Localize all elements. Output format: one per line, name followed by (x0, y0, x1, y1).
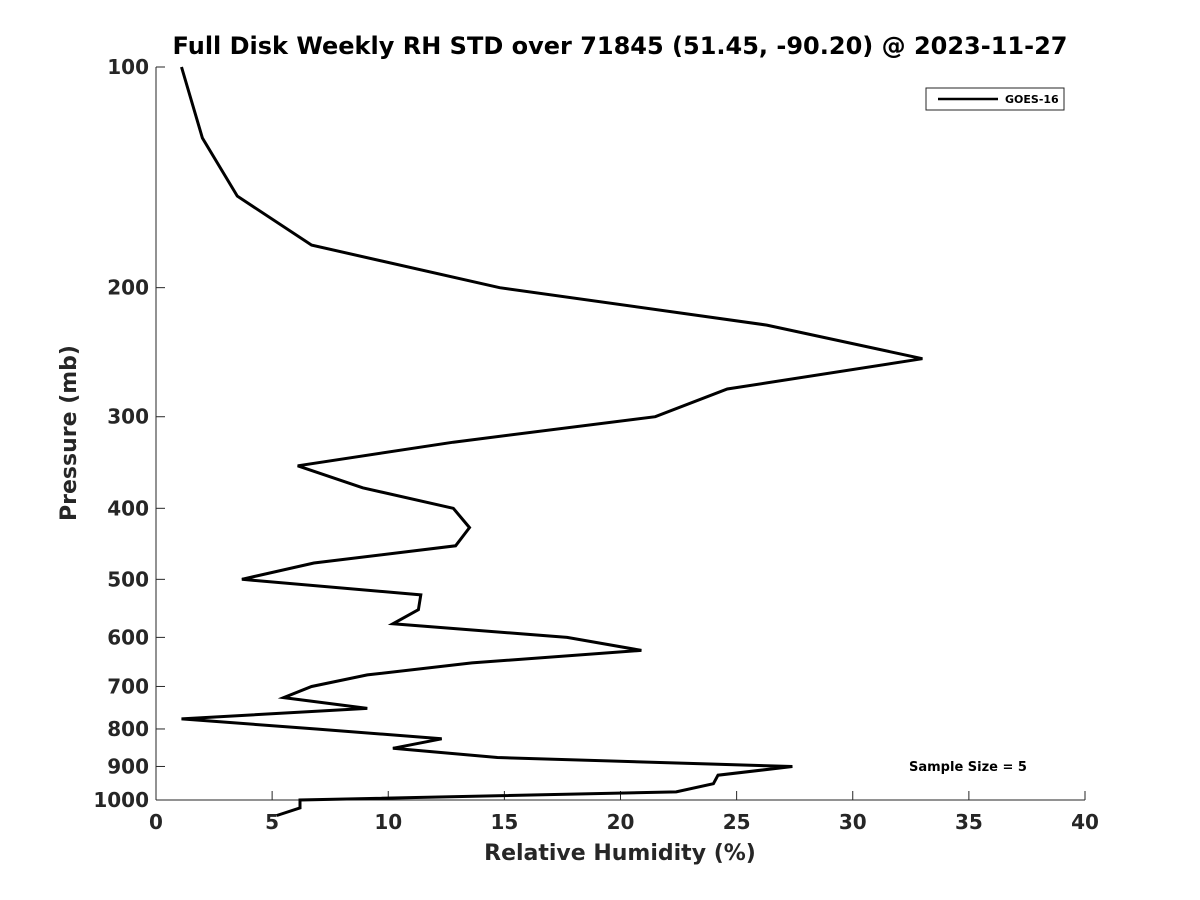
series-line-goes-16 (180, 66, 923, 817)
x-ticks: 0 5 10 15 20 25 30 35 40 (149, 791, 1099, 834)
x-tick-label: 15 (490, 810, 518, 834)
sample-size-annotation: Sample Size = 5 (909, 760, 1027, 775)
x-tick-label: 0 (149, 810, 163, 834)
y-tick-label: 500 (107, 567, 149, 591)
y-tick-label: 300 (107, 405, 149, 429)
series-group (180, 66, 923, 817)
x-tick-label: 10 (374, 810, 402, 834)
legend: GOES-16 (925, 87, 1065, 111)
y-ticks: 100 200 300 400 500 600 700 800 900 1000 (93, 55, 165, 812)
x-tick-label: 30 (839, 810, 867, 834)
x-tick-label: 5 (265, 810, 279, 834)
y-tick-label: 900 (107, 754, 149, 778)
x-axis-title: Relative Humidity (%) (484, 841, 756, 866)
y-tick-label: 200 (107, 276, 149, 300)
legend-label-goes-16: GOES-16 (1005, 93, 1059, 106)
y-tick-label: 800 (107, 717, 149, 741)
chart-title: Full Disk Weekly RH STD over 71845 (51.4… (173, 32, 1068, 60)
y-tick-label: 400 (107, 496, 149, 520)
y-tick-label: 100 (107, 55, 149, 79)
y-tick-label: 600 (107, 625, 149, 649)
y-tick-label: 1000 (93, 788, 149, 812)
y-axis-title: Pressure (mb) (57, 345, 82, 521)
x-tick-label: 25 (723, 810, 751, 834)
x-tick-label: 35 (955, 810, 983, 834)
plot-area: 0 5 10 15 20 25 30 35 40 100 200 300 400 500 600 700 80… (93, 55, 1099, 834)
y-tick-label: 700 (107, 674, 149, 698)
x-tick-label: 40 (1071, 810, 1099, 834)
x-tick-label: 20 (607, 810, 635, 834)
